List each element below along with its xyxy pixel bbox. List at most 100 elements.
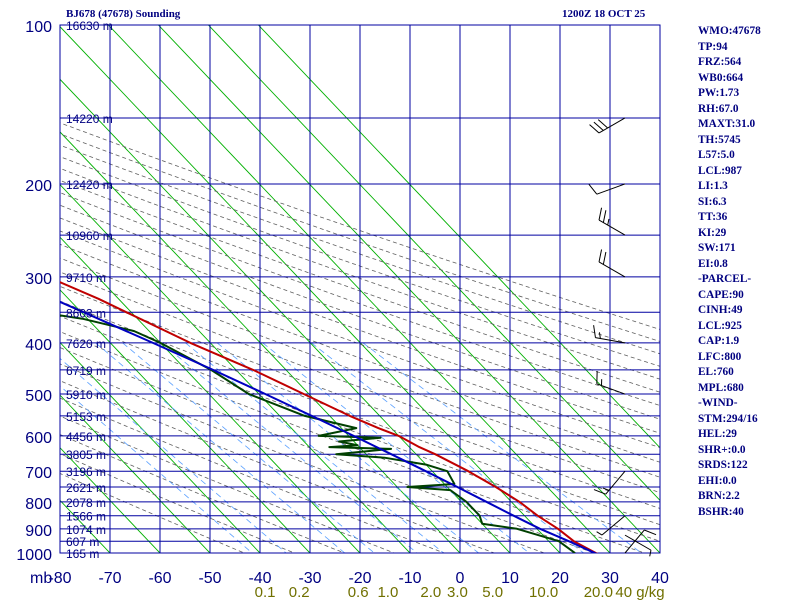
y-tick-label: 500 [25, 388, 52, 405]
wind-barb-flag [644, 529, 657, 536]
stat-item: TT:36 [698, 211, 728, 223]
mixing-ratio-line [122, 342, 376, 553]
mixing-ratio-line [60, 357, 287, 553]
isotherm-line [60, 131, 461, 553]
wind-barb-flag [593, 325, 596, 338]
wind-barb-shaft [596, 383, 626, 395]
stat-item: MAXT:31.0 [698, 118, 756, 130]
stat-item: HEL:29 [698, 428, 737, 440]
sounding-series [60, 281, 598, 553]
wind-barb-flag [602, 251, 607, 265]
mixing-ratio-label: 0.1 [255, 584, 276, 600]
stat-item: SRDS:122 [698, 459, 748, 471]
y-tick-label: 700 [25, 465, 52, 482]
wind-barb [589, 117, 626, 134]
height-label: 2621 m [66, 481, 106, 495]
height-label: 4456 m [66, 430, 106, 444]
dry-adiabat-line [60, 167, 660, 380]
x-tick-label: -10 [398, 570, 421, 587]
station-title: BJ678 (47678) Sounding [66, 8, 181, 20]
height-label: 3805 m [66, 448, 106, 462]
mixing-ratio-line [362, 342, 643, 553]
stat-item: TP:94 [698, 40, 728, 53]
wind-barb-flag [593, 489, 606, 495]
y-tick-label: 1000 [16, 547, 52, 564]
series-line [60, 281, 598, 553]
height-label: 14220 m [66, 112, 113, 126]
y-tick-label: 800 [25, 496, 52, 513]
isotherm-line [60, 447, 161, 553]
grid [59, 24, 661, 554]
wind-barb-half-flag [607, 218, 610, 226]
dry-adiabat-line [60, 472, 246, 553]
wind-barb-flag [593, 121, 604, 131]
stat-item: TH:5745 [698, 133, 741, 146]
mixing-ratio-label: 1.0 [377, 584, 398, 600]
mixing-ratio-line [216, 342, 480, 553]
stat-item: WMO:47678 [698, 25, 761, 37]
dry-adiabat-line [60, 217, 660, 434]
dry-adiabat-line [60, 331, 646, 553]
dry-adiabat-line [60, 300, 660, 526]
x-tick-label: 10 [501, 570, 519, 587]
background-lines [0, 1, 660, 564]
x-tick-label: -70 [98, 570, 121, 587]
dry-adiabat-line [60, 434, 346, 553]
wind-barb [596, 371, 626, 395]
x-tick-label: 0 [456, 570, 465, 587]
stat-item: L57:5.0 [698, 149, 735, 161]
wind-barb [598, 207, 626, 236]
height-label: 12420 m [66, 178, 113, 192]
mixing-ratio-line [161, 342, 418, 553]
isotherm-line [60, 341, 261, 553]
dry-adiabat-line [60, 415, 396, 553]
y-tick-label: 900 [25, 523, 52, 540]
height-label: 2078 m [66, 496, 106, 510]
x-tick-label: 40 [651, 570, 669, 587]
mixing-ratio-line [185, 342, 445, 553]
x-tick-label: 30 [601, 570, 619, 587]
y-tick-label: 400 [25, 337, 52, 354]
isotherm-line [0, 1, 21, 564]
height-label: 1566 m [66, 510, 106, 524]
wind-barb [596, 515, 626, 536]
mixing-ratio-label: 0.6 [348, 584, 369, 600]
wind-barb-half-flag [649, 550, 652, 557]
dry-adiabat-line [60, 180, 660, 393]
mixing-ratio-line [60, 385, 253, 553]
wind-barb [593, 325, 626, 344]
wind-barb-flag [597, 119, 609, 129]
dry-adiabat-line [60, 397, 446, 553]
y-tick-label: 300 [25, 271, 52, 288]
isotherm-line [60, 394, 211, 553]
stat-item: -WIND- [698, 397, 738, 409]
stat-item: SHR+:0.0 [698, 443, 746, 456]
series-line [60, 314, 576, 553]
x-tick-label: -40 [248, 570, 271, 587]
isotherm-line [157, 25, 660, 553]
height-label: 9710 m [66, 271, 106, 285]
mixing-ratio-label: 2.0 [420, 584, 441, 600]
x-tick-label: -60 [148, 570, 171, 587]
stat-item: KI:29 [698, 226, 727, 239]
stat-item: WB0:664 [698, 71, 744, 84]
wind-barb-half-flag [598, 332, 601, 339]
x-tick-label: -20 [348, 570, 371, 587]
height-label: 607 m [66, 535, 99, 549]
stat-item: CINH:49 [698, 304, 743, 316]
x-tick-label: 20 [551, 570, 569, 587]
stat-item: EI:0.8 [698, 257, 728, 270]
dry-adiabat-line [60, 243, 660, 463]
x-tick-label: -50 [198, 570, 221, 587]
dry-adiabat-line [60, 453, 296, 553]
mixing-ratio-label: 20.0 [584, 584, 613, 600]
height-label: 16630 m [66, 19, 113, 33]
wind-barb [624, 534, 652, 557]
isotherm-line [60, 289, 311, 553]
dry-adiabat-line [60, 122, 660, 330]
height-label: 7620 m [66, 337, 106, 351]
height-label: 6719 m [66, 364, 106, 378]
height-label: 165 m [66, 547, 99, 561]
dry-adiabat-line [60, 315, 660, 542]
stat-item: SI:6.3 [698, 195, 727, 208]
